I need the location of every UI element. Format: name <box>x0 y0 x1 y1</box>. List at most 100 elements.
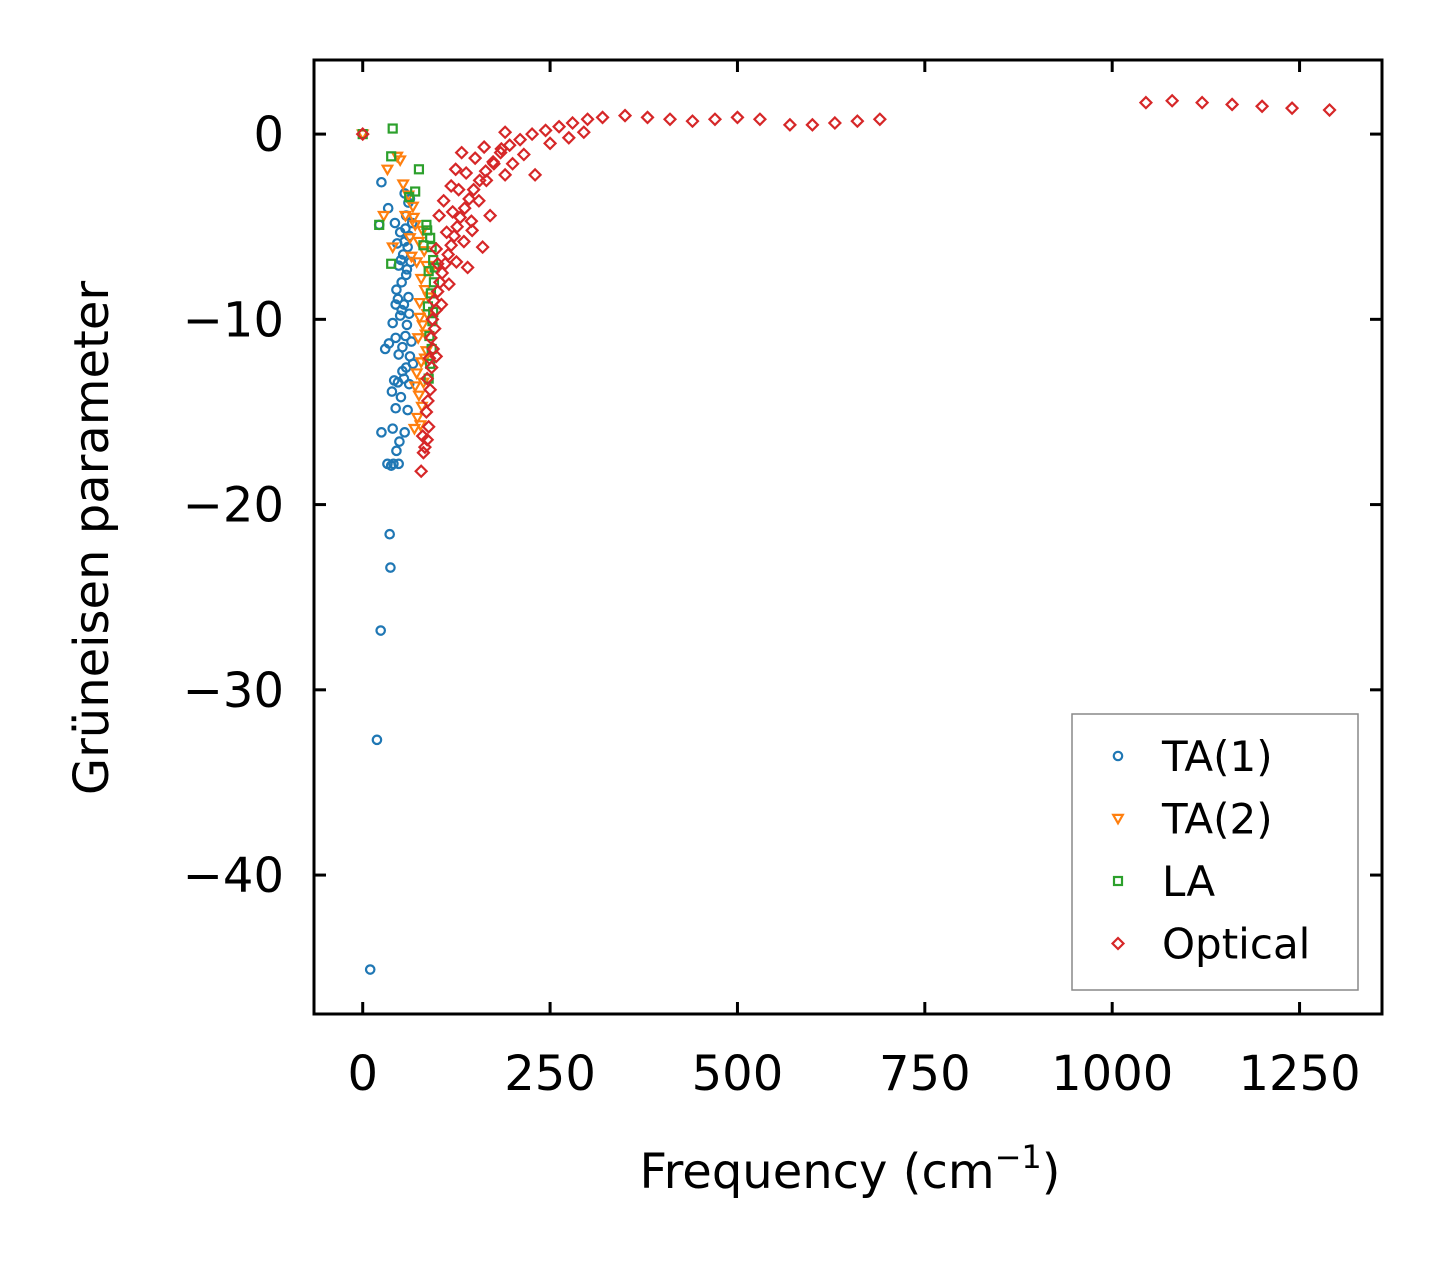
data-point <box>505 156 520 171</box>
data-point <box>421 419 436 434</box>
data-point <box>444 238 459 253</box>
data-point <box>392 293 404 305</box>
data-point <box>424 360 439 375</box>
data-point <box>436 193 451 208</box>
data-point <box>872 112 887 127</box>
data-point <box>483 208 498 223</box>
data-point <box>640 110 655 125</box>
data-point <box>456 234 471 249</box>
data-point <box>376 427 387 438</box>
data-point <box>430 284 445 299</box>
data-point <box>662 112 678 127</box>
data-point <box>388 458 399 470</box>
data-point <box>390 332 401 344</box>
data-point <box>528 167 543 182</box>
data-point <box>396 276 407 288</box>
data-point <box>462 191 477 206</box>
data-point <box>486 156 501 171</box>
x-tick-label: 500 <box>692 1046 784 1102</box>
data-point <box>374 219 385 230</box>
data-point <box>1255 99 1270 114</box>
plot-marks <box>355 93 1337 975</box>
data-point <box>406 212 421 225</box>
data-point <box>371 734 383 746</box>
data-point <box>401 319 413 331</box>
data-point <box>400 330 411 342</box>
data-point <box>450 219 465 234</box>
legend-marker <box>1110 936 1126 951</box>
data-point <box>386 386 398 397</box>
data-point <box>409 257 424 269</box>
data-point <box>707 112 723 127</box>
data-point <box>390 299 401 310</box>
data-point <box>389 217 401 229</box>
data-point <box>543 136 558 151</box>
data-point <box>396 179 410 192</box>
data-point <box>412 390 426 403</box>
legend: TA(1) TA(2) LA Optical <box>1071 713 1359 991</box>
data-point <box>429 349 444 364</box>
data-point <box>477 140 492 155</box>
data-point <box>1322 102 1337 118</box>
data-point <box>435 265 450 281</box>
y-tick-label: 0 <box>253 107 284 163</box>
data-point <box>425 312 440 327</box>
data-point <box>412 312 427 325</box>
x-tick-label: 750 <box>879 1046 971 1102</box>
data-point <box>1285 101 1300 116</box>
legend-marker <box>1112 750 1124 762</box>
data-point <box>730 110 745 125</box>
data-point <box>457 201 472 216</box>
data-point <box>444 178 459 194</box>
data-point <box>408 381 422 394</box>
data-point <box>479 173 494 188</box>
data-point <box>459 165 474 181</box>
legend-label: Optical <box>1162 920 1310 969</box>
data-point <box>1165 93 1180 108</box>
data-point <box>805 117 820 132</box>
data-point <box>850 114 865 129</box>
data-point <box>411 333 425 345</box>
x-axis-label-superscript: −1 <box>995 1138 1042 1176</box>
data-point <box>399 427 410 438</box>
series-optical <box>355 93 1337 479</box>
data-point <box>375 625 387 636</box>
x-tick-label: 250 <box>504 1046 596 1102</box>
data-point <box>465 223 480 238</box>
data-point <box>454 145 469 160</box>
data-point <box>406 336 417 347</box>
data-point <box>403 291 414 303</box>
data-point <box>422 301 434 312</box>
data-point <box>414 273 428 286</box>
data-point <box>402 404 413 416</box>
series-ta-1- <box>357 128 419 975</box>
legend-marker <box>1111 813 1125 826</box>
data-point <box>430 256 445 271</box>
data-point <box>391 445 402 457</box>
data-point <box>410 186 421 197</box>
y-tick-label: −30 <box>183 663 284 719</box>
x-tick-label: 0 <box>347 1046 378 1102</box>
data-point <box>449 254 464 269</box>
data-point <box>412 297 427 310</box>
data-point <box>513 132 528 147</box>
data-point <box>429 241 444 257</box>
data-point <box>1138 95 1153 110</box>
data-point <box>364 964 376 975</box>
data-point <box>453 210 468 225</box>
data-point <box>377 210 391 223</box>
data-point <box>516 147 531 162</box>
data-point <box>428 277 440 288</box>
y-tick-label: −10 <box>183 292 284 348</box>
legend-label: TA(2) <box>1161 795 1273 844</box>
data-point <box>385 242 400 255</box>
legend-marker <box>1112 875 1124 887</box>
x-axis-label: Frequency (cm−1) <box>639 1138 1060 1200</box>
x-tick-label: 1000 <box>1051 1046 1173 1102</box>
data-point <box>380 164 395 177</box>
data-point <box>420 393 435 408</box>
data-point <box>410 412 425 425</box>
data-point <box>498 167 513 182</box>
data-point <box>379 343 391 355</box>
data-point <box>1195 95 1210 110</box>
